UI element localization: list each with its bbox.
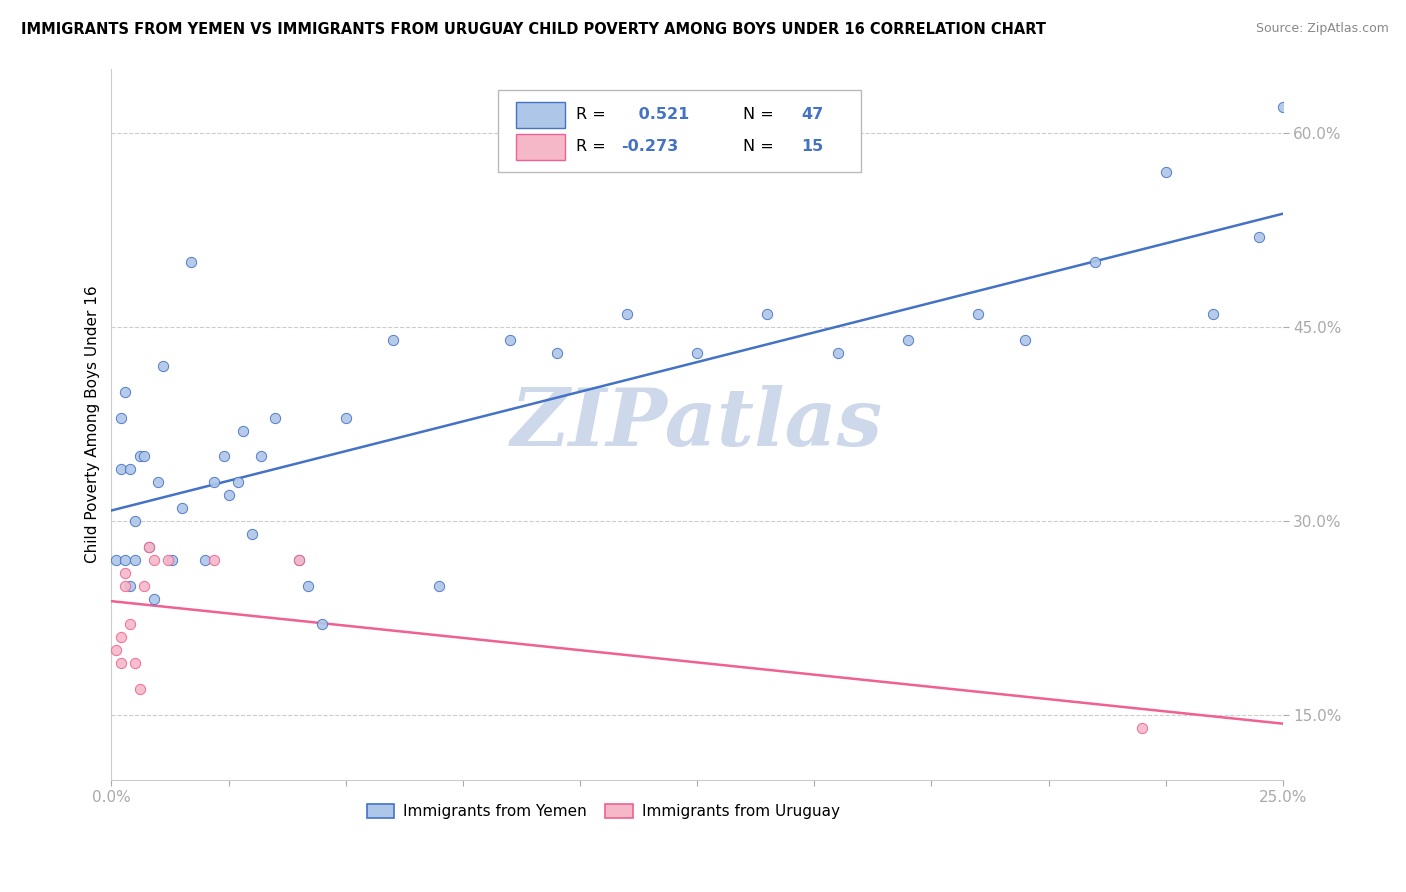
Point xyxy=(240,527,263,541)
Text: R =: R = xyxy=(576,107,612,122)
Text: N =: N = xyxy=(742,107,779,122)
Point xyxy=(897,333,920,347)
Text: 47: 47 xyxy=(801,107,824,122)
Point xyxy=(686,346,709,360)
Point xyxy=(546,346,568,360)
Point xyxy=(335,410,357,425)
Point xyxy=(148,475,170,490)
Point xyxy=(218,488,240,502)
Point xyxy=(212,450,235,464)
Point xyxy=(250,450,273,464)
Legend: Immigrants from Yemen, Immigrants from Uruguay: Immigrants from Yemen, Immigrants from U… xyxy=(360,797,846,825)
Point xyxy=(288,553,311,567)
Point xyxy=(110,657,132,671)
Point xyxy=(756,307,779,321)
Point xyxy=(232,424,254,438)
Text: 0.521: 0.521 xyxy=(633,107,689,122)
Y-axis label: Child Poverty Among Boys Under 16: Child Poverty Among Boys Under 16 xyxy=(86,285,100,563)
Point xyxy=(311,617,333,632)
Point xyxy=(142,591,165,606)
Point xyxy=(1201,307,1223,321)
Point xyxy=(105,553,128,567)
Point xyxy=(288,553,311,567)
Point xyxy=(134,450,156,464)
Point xyxy=(152,359,174,373)
Text: Source: ZipAtlas.com: Source: ZipAtlas.com xyxy=(1256,22,1389,36)
Point xyxy=(499,333,522,347)
Point xyxy=(616,307,638,321)
Point xyxy=(120,617,142,632)
Point xyxy=(120,462,142,476)
Point xyxy=(967,307,990,321)
Point xyxy=(162,553,184,567)
Point xyxy=(264,410,287,425)
Point xyxy=(120,579,142,593)
Text: -0.273: -0.273 xyxy=(621,139,678,154)
Point xyxy=(110,462,132,476)
Point xyxy=(128,450,150,464)
Point xyxy=(1154,165,1177,179)
FancyBboxPatch shape xyxy=(516,102,565,128)
Point xyxy=(429,579,451,593)
FancyBboxPatch shape xyxy=(516,134,565,160)
Point xyxy=(110,410,132,425)
Point xyxy=(156,553,179,567)
Text: N =: N = xyxy=(742,139,779,154)
Point xyxy=(827,346,849,360)
Point xyxy=(105,643,128,657)
Point xyxy=(194,553,217,567)
Point xyxy=(138,540,160,554)
Text: R =: R = xyxy=(576,139,612,154)
Point xyxy=(170,501,193,516)
Point xyxy=(124,514,146,528)
Point xyxy=(138,540,160,554)
Point xyxy=(124,553,146,567)
Point xyxy=(114,384,136,399)
Point xyxy=(1014,333,1036,347)
Text: IMMIGRANTS FROM YEMEN VS IMMIGRANTS FROM URUGUAY CHILD POVERTY AMONG BOYS UNDER : IMMIGRANTS FROM YEMEN VS IMMIGRANTS FROM… xyxy=(21,22,1046,37)
Point xyxy=(1084,255,1107,269)
Point xyxy=(381,333,404,347)
Point xyxy=(128,682,150,697)
Point xyxy=(1130,721,1153,735)
Text: ZIPatlas: ZIPatlas xyxy=(510,385,883,463)
Point xyxy=(142,553,165,567)
Point xyxy=(1271,100,1294,114)
Point xyxy=(124,657,146,671)
Point xyxy=(297,579,319,593)
Point xyxy=(114,566,136,580)
Text: 15: 15 xyxy=(801,139,824,154)
Point xyxy=(114,579,136,593)
Point xyxy=(114,553,136,567)
Point xyxy=(204,553,226,567)
Point xyxy=(204,475,226,490)
Point xyxy=(226,475,249,490)
FancyBboxPatch shape xyxy=(498,90,860,171)
Point xyxy=(110,631,132,645)
Point xyxy=(180,255,202,269)
Point xyxy=(134,579,156,593)
Point xyxy=(1249,229,1271,244)
